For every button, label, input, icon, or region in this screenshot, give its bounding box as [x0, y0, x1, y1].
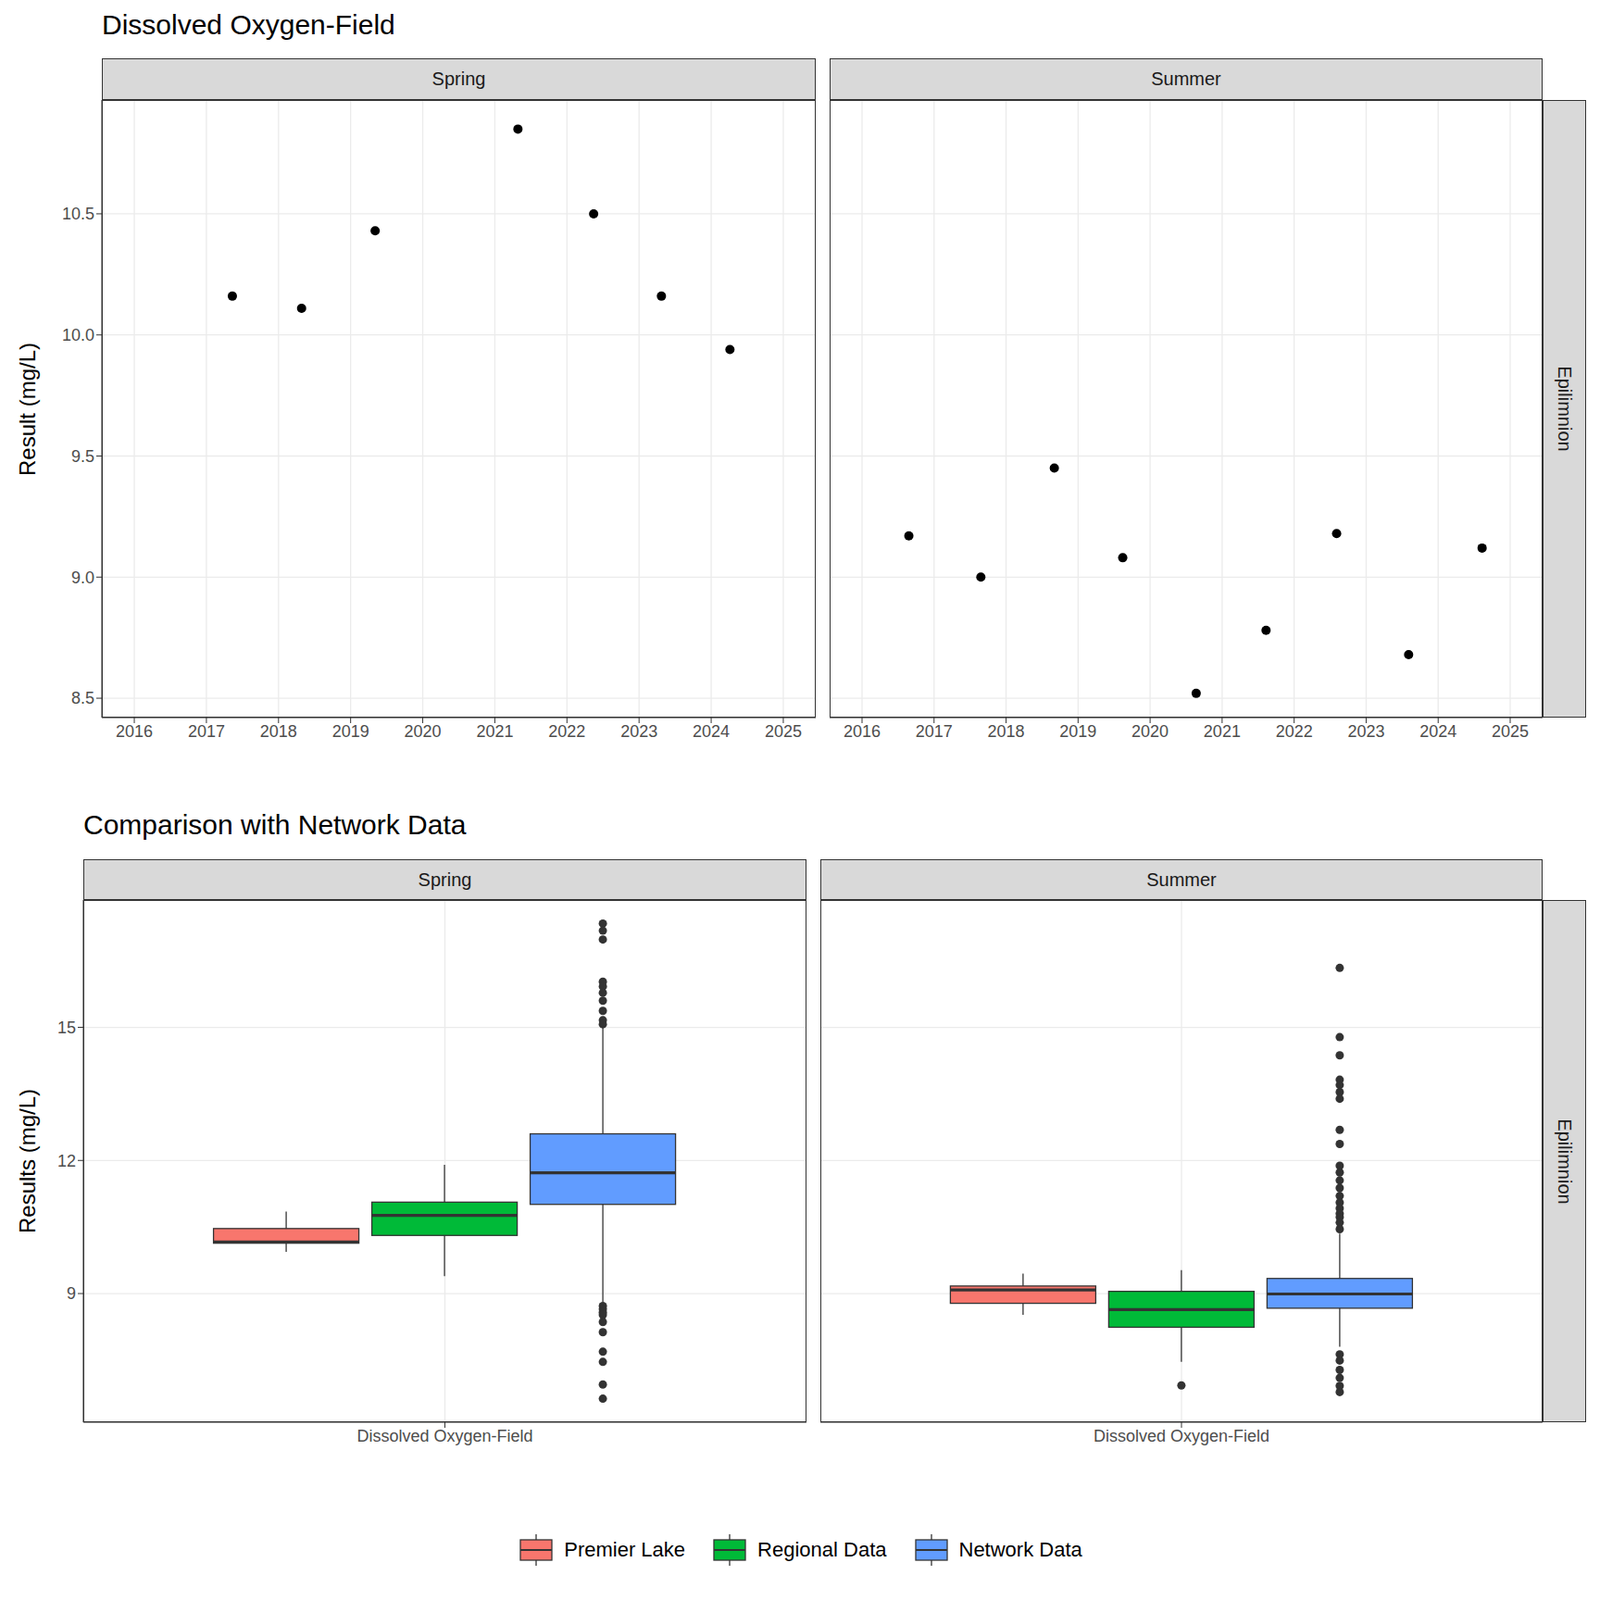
svg-text:9: 9 [66, 1284, 76, 1303]
html-text:Network Data: Network Data [958, 1537, 1083, 1562]
svg-text:2016: 2016 [115, 722, 153, 741]
html-text:Comparison with Network Data: Comparison with Network Data [83, 809, 467, 840]
svg-text:2018: 2018 [987, 722, 1025, 741]
svg-text:2019: 2019 [332, 722, 370, 741]
svg-text:12: 12 [57, 1151, 76, 1171]
svg-text:Dissolved Oxygen-Field: Dissolved Oxygen-Field [356, 1426, 533, 1446]
svg-text:9.5: 9.5 [71, 447, 95, 466]
svg-text:8.5: 8.5 [71, 688, 95, 708]
html-text:Summer: Summer [1146, 868, 1217, 890]
html-text:Summer: Summer [1151, 68, 1222, 89]
html-text:Epilimnion: Epilimnion [1554, 366, 1575, 452]
svg-text:2022: 2022 [548, 722, 586, 741]
svg-text:2016: 2016 [843, 722, 881, 741]
html-text:Spring: Spring [432, 68, 486, 89]
svg-text:2020: 2020 [1131, 722, 1169, 741]
svg-text:2023: 2023 [1347, 722, 1385, 741]
svg-text:2021: 2021 [1203, 722, 1241, 741]
svg-text:10.0: 10.0 [62, 325, 95, 345]
svg-text:15: 15 [57, 1018, 76, 1038]
svg-text:2023: 2023 [620, 722, 658, 741]
svg-text:10.5: 10.5 [62, 204, 95, 224]
svg-text:2020: 2020 [404, 722, 442, 741]
html-text:Regional Data: Regional Data [757, 1537, 887, 1562]
html-text:Result (mg/L): Result (mg/L) [14, 342, 40, 476]
svg-text:2017: 2017 [915, 722, 953, 741]
html-text:Dissolved Oxygen-Field: Dissolved Oxygen-Field [101, 9, 396, 40]
html-text:Spring: Spring [418, 868, 472, 890]
svg-text:2019: 2019 [1059, 722, 1097, 741]
svg-text:2025: 2025 [764, 722, 802, 741]
svg-text:2024: 2024 [1419, 722, 1457, 741]
html-text:Results (mg/L): Results (mg/L) [14, 1088, 40, 1234]
svg-text:2018: 2018 [260, 722, 298, 741]
html-text:Epilimnion: Epilimnion [1554, 1118, 1575, 1204]
svg-text:Dissolved Oxygen-Field: Dissolved Oxygen-Field [1093, 1426, 1270, 1446]
html-text:Premier Lake: Premier Lake [564, 1537, 686, 1562]
svg-text:2021: 2021 [475, 722, 513, 741]
svg-text:2025: 2025 [1491, 722, 1529, 741]
svg-text:2022: 2022 [1275, 722, 1313, 741]
svg-text:9.0: 9.0 [71, 568, 95, 588]
svg-text:2017: 2017 [187, 722, 225, 741]
svg-text:2024: 2024 [692, 722, 730, 741]
